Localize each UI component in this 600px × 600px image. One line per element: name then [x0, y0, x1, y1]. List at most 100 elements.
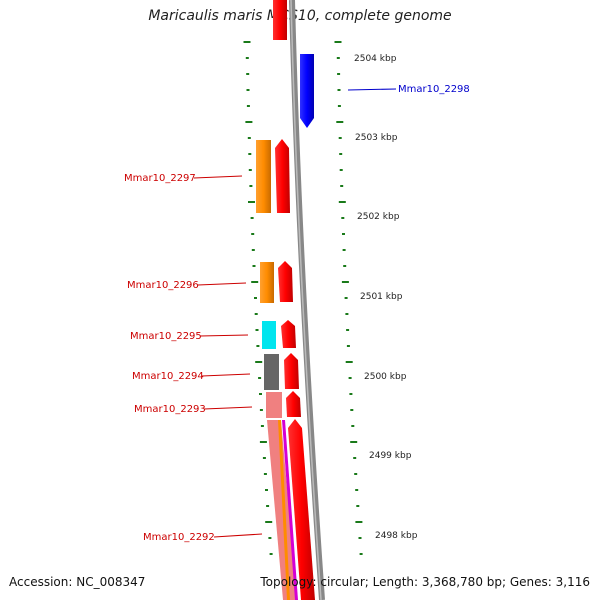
inner-tick	[263, 473, 267, 475]
gene-label-2293[interactable]: Mmar10_2293	[134, 404, 206, 415]
inner-tick	[248, 153, 252, 155]
inner-tick	[245, 121, 253, 123]
outer-tick	[342, 249, 346, 251]
leader-2297	[193, 175, 243, 179]
inner-tick	[259, 409, 263, 411]
gene-2296-arrow	[278, 261, 293, 302]
kbp-label-2501: 2501 kbp	[360, 292, 403, 302]
gene-2292-red-arrow	[288, 419, 315, 600]
genome-backbone-highlight	[290, 0, 322, 600]
outer-tick	[350, 409, 354, 411]
outer-tick	[353, 457, 357, 459]
kbp-label-2504: 2504 kbp	[354, 54, 397, 64]
outer-tick	[345, 361, 353, 363]
inner-tick	[251, 249, 255, 251]
inner-tick	[262, 457, 266, 459]
outer-tick	[338, 201, 346, 203]
gene-label-2292[interactable]: Mmar10_2292	[143, 532, 215, 543]
outer-tick	[336, 57, 340, 59]
outer-tick	[339, 153, 343, 155]
inner-tick	[248, 169, 252, 171]
kbp-label-2502: 2502 kbp	[357, 212, 400, 222]
inner-tick	[258, 377, 262, 379]
inner-tick	[248, 201, 255, 203]
outer-tick	[334, 41, 342, 43]
kbp-label-2498: 2498 kbp	[375, 531, 418, 541]
gene-2292-magenta-band	[282, 420, 298, 600]
outer-tick	[343, 265, 347, 267]
outer-tick	[351, 425, 355, 427]
inner-tick-marks	[243, 41, 273, 555]
leader-2298	[347, 88, 397, 91]
outer-tick	[346, 329, 350, 331]
gene-2297-arrow	[275, 139, 290, 213]
inner-tick	[246, 105, 250, 107]
kbp-label-2500: 2500 kbp	[364, 372, 407, 382]
leader-2296	[197, 282, 247, 286]
inner-tick	[249, 185, 253, 187]
inner-tick	[265, 521, 273, 523]
outer-tick-marks	[334, 41, 363, 555]
inner-tick	[254, 297, 257, 299]
gene-2293-pink	[266, 392, 282, 418]
inner-tick	[269, 553, 273, 555]
gene-2294-arrow	[284, 353, 299, 389]
inner-tick	[259, 393, 262, 395]
gene-label-2297[interactable]: Mmar10_2297	[124, 173, 196, 184]
inner-tick	[251, 233, 255, 235]
genome-backbone	[289, 0, 325, 600]
gene-2295-cyan	[262, 321, 276, 349]
outer-tick	[354, 473, 358, 475]
inner-tick	[254, 313, 258, 315]
inner-tick	[259, 441, 267, 443]
outer-tick	[355, 521, 363, 523]
outer-tick	[337, 73, 341, 75]
gene-2296-orange	[260, 262, 274, 303]
outer-tick	[338, 137, 342, 139]
leader-2295	[199, 334, 249, 337]
leader-2292	[213, 533, 263, 538]
inner-tick	[255, 361, 263, 363]
gene-top-partial	[273, 0, 287, 40]
inner-tick	[251, 281, 259, 283]
gene-2292-orange-band	[278, 420, 290, 600]
gene-label-2295[interactable]: Mmar10_2295	[130, 331, 202, 342]
leader-2293	[203, 406, 253, 410]
outer-tick	[355, 489, 359, 491]
gene-2297-orange	[256, 140, 271, 213]
outer-tick	[345, 313, 349, 315]
outer-tick	[340, 185, 344, 187]
inner-tick	[243, 41, 251, 43]
kbp-label-2503: 2503 kbp	[355, 133, 398, 143]
inner-tick	[265, 489, 268, 491]
inner-tick	[255, 329, 259, 331]
outer-tick	[337, 105, 341, 107]
inner-tick	[252, 265, 256, 267]
gene-2293-arrow	[286, 391, 301, 417]
outer-tick	[337, 89, 341, 91]
inner-tick	[260, 425, 264, 427]
outer-tick	[336, 121, 344, 123]
outer-tick	[349, 393, 353, 395]
gene-label-2298[interactable]: Mmar10_2298	[398, 84, 470, 95]
gene-2298-arrow	[300, 54, 314, 128]
outer-tick	[346, 345, 350, 347]
outer-tick	[358, 537, 362, 539]
gene-2295-arrow	[281, 320, 296, 348]
leader-2294	[201, 373, 251, 377]
gene-2292-pink-band	[267, 420, 297, 600]
inner-tick	[246, 89, 250, 91]
inner-tick	[245, 57, 249, 59]
outer-tick	[339, 169, 343, 171]
gene-label-2296[interactable]: Mmar10_2296	[127, 280, 199, 291]
inner-tick	[247, 137, 251, 139]
outer-tick	[359, 553, 363, 555]
outer-tick	[341, 217, 345, 219]
accession-text: Accession: NC_008347	[9, 575, 146, 589]
inner-tick	[250, 217, 254, 219]
outer-tick	[356, 505, 360, 507]
gene-label-2294[interactable]: Mmar10_2294	[132, 371, 204, 382]
outer-tick	[342, 233, 345, 235]
inner-tick	[266, 505, 270, 507]
